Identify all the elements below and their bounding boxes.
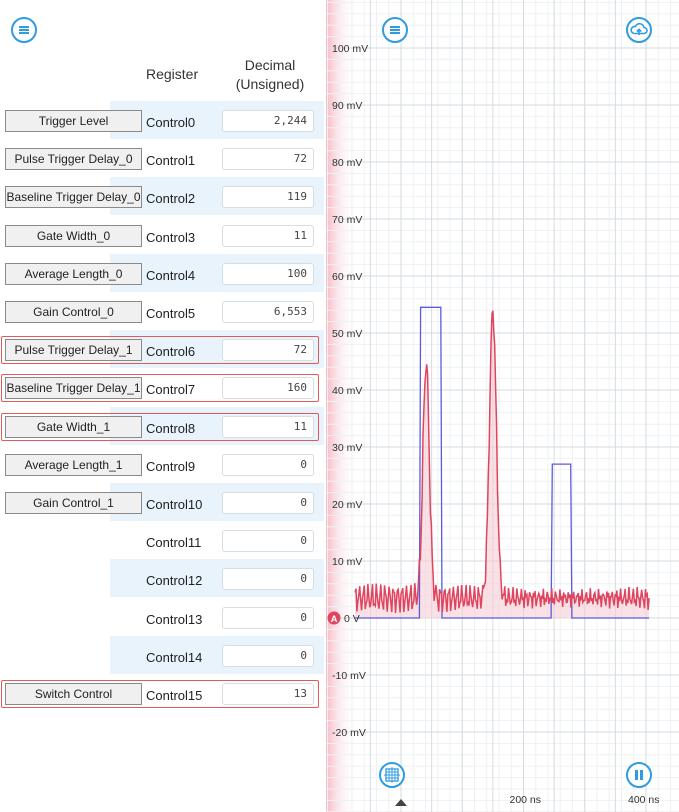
menu-icon	[390, 26, 400, 34]
channel-a-marker-label: A	[331, 614, 338, 625]
register-name-button[interactable]: Gate Width_0	[5, 224, 142, 247]
highlight-frame	[1, 336, 319, 365]
y-tick-label: 40 mV	[332, 385, 362, 397]
y-tick-label: 0 V	[344, 613, 360, 625]
register-label: Control12	[146, 573, 203, 589]
register-label: Control3	[146, 229, 196, 245]
register-label: Control10	[146, 497, 203, 512]
decimal-header: Decimal (Unsigned)	[222, 56, 318, 94]
scope-menu-button[interactable]	[382, 17, 408, 43]
register-value-input[interactable]: 119	[222, 186, 314, 209]
register-label: Control13	[146, 611, 203, 627]
y-tick-label: 80 mV	[332, 157, 362, 169]
channel-b-trace	[355, 306, 650, 619]
y-tick-label: 70 mV	[332, 214, 362, 226]
y-tick-label: 10 mV	[332, 556, 362, 568]
highlight-frame	[1, 412, 319, 441]
register-value-input[interactable]: 0	[222, 453, 314, 476]
y-tick-label: 90 mV	[332, 100, 362, 112]
register-label: Control4	[146, 267, 196, 283]
oscilloscope-panel[interactable]: 100 mV 90 mV 80 mV 70 mV 60 mV 50 mV 40 mV 30 m…	[326, 0, 679, 812]
decimal-header-line1: Decimal	[244, 57, 296, 73]
y-tick-label: 60 mV	[332, 271, 362, 283]
register-label: Control14	[146, 649, 203, 665]
register-value-input[interactable]: 0	[222, 644, 314, 667]
register-label: Control11	[146, 535, 202, 551]
y-tick-label: 20 mV	[332, 499, 362, 511]
register-value-input[interactable]: 0	[222, 492, 314, 514]
channel-a-marker	[327, 611, 341, 625]
y-tick-label: 30 mV	[332, 442, 362, 454]
highlight-frame	[1, 680, 319, 708]
register-name-button[interactable]: Baseline Trigger Delay_1	[5, 377, 142, 400]
left-menu-button[interactable]	[11, 17, 37, 43]
cloud-upload-icon	[630, 22, 648, 35]
trigger-arrow-icon	[395, 799, 407, 806]
register-value-input[interactable]: 100	[222, 262, 314, 285]
decimal-header-line2: (Unsigned)	[235, 76, 305, 92]
register-label: Control2	[146, 191, 196, 207]
y-tick-label: 100 mV	[332, 43, 368, 55]
register-label: Control9	[146, 458, 196, 474]
register-value-input[interactable]: 6,553	[222, 301, 314, 323]
scope-background	[326, 0, 679, 812]
x-tick-label: 200 ns	[510, 794, 542, 806]
register-name-button[interactable]: Gain Control_0	[5, 301, 142, 323]
register-name-button[interactable]: Average Length_1	[5, 453, 142, 476]
register-label: Control5	[146, 306, 196, 321]
register-value-input[interactable]: 72	[222, 339, 314, 362]
register-name-button[interactable]: Gate Width_1	[5, 415, 142, 438]
crosshair-grid-icon	[384, 767, 400, 783]
pause-button[interactable]	[626, 762, 652, 788]
register-name-button[interactable]: Pulse Trigger Delay_1	[5, 339, 142, 362]
register-name-button[interactable]: Trigger Level	[5, 110, 142, 132]
scope-chart[interactable]: 100 mV 90 mV 80 mV 70 mV 60 mV 50 mV 40 mV 30 m…	[326, 0, 679, 812]
register-label: Control7	[146, 382, 196, 398]
register-name-button[interactable]: Average Length_0	[5, 262, 142, 285]
channel-a-fill	[355, 310, 650, 618]
register-label: Control1	[146, 153, 196, 169]
y-tick-label: 50 mV	[332, 328, 362, 340]
register-header: Register	[146, 66, 199, 82]
register-label: Control6	[146, 344, 196, 360]
cloud-upload-button[interactable]	[626, 17, 652, 43]
x-tick-label: 400 ns	[628, 794, 660, 806]
register-name-button[interactable]: Baseline Trigger Delay_0	[5, 186, 142, 209]
register-value-input[interactable]: 0	[222, 568, 314, 591]
channel-a-trace	[354, 310, 650, 613]
register-label: Control8	[146, 420, 196, 436]
pause-icon	[635, 770, 643, 780]
register-label: Control0	[146, 115, 196, 130]
register-name-button[interactable]: Pulse Trigger Delay_0	[5, 148, 142, 171]
register-value-input[interactable]: 13	[222, 683, 314, 705]
menu-icon	[19, 26, 29, 34]
register-label: Control15	[146, 688, 203, 703]
register-value-input[interactable]: 11	[222, 415, 314, 438]
register-value-input[interactable]: 11	[222, 224, 314, 247]
register-value-input[interactable]: 160	[222, 377, 314, 400]
highlight-frame	[1, 374, 319, 403]
register-value-input[interactable]: 72	[222, 148, 314, 171]
register-value-input[interactable]: 0	[222, 606, 314, 629]
register-name-button[interactable]: Switch Control	[5, 683, 142, 705]
register-name-button[interactable]: Gain Control_1	[5, 492, 142, 514]
channel-a-offset-band	[326, 0, 356, 812]
register-panel: Register Decimal (Unsigned) Trigger Leve…	[0, 0, 326, 812]
y-tick-label: -10 mV	[332, 670, 366, 682]
register-value-input[interactable]: 0	[222, 530, 314, 553]
y-tick-label: -20 mV	[332, 727, 366, 739]
grid-toggle-button[interactable]	[379, 762, 405, 788]
register-value-input[interactable]: 2,244	[222, 110, 314, 132]
